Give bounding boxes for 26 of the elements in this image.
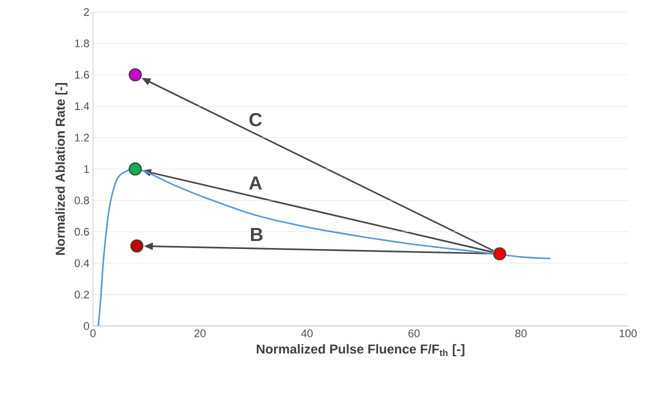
y-tick-label: 1.6 [75, 70, 89, 79]
x-tick-label: 100 [620, 330, 637, 338]
y-tick-label: 1.4 [75, 102, 90, 110]
y-tick-label: 0.2 [74, 290, 89, 298]
y-tick-label: 0.8 [74, 196, 89, 204]
y-tick-label: 1.2 [75, 134, 89, 142]
point [128, 162, 142, 176]
y-tick-label: 2 [84, 8, 89, 16]
x-tick-label: 80 [515, 330, 527, 338]
y-tick-label: 0.4 [74, 259, 90, 268]
annotation: C [249, 112, 262, 126]
x-tick-label: 60 [408, 330, 420, 338]
x-axis-title: Normalized Pulse Fluence F/F$_{th}$ [-] [256, 344, 464, 356]
y-tick-label: 0 [84, 322, 90, 330]
y-tick-label: 1 [84, 165, 89, 173]
y-axis-title: Normalized Ablation Rate [-] [55, 83, 68, 255]
point [128, 68, 142, 82]
y-tick-label: 1.8 [75, 40, 89, 48]
annotation: B [251, 228, 263, 242]
point [493, 247, 506, 260]
annotation: A [249, 176, 262, 190]
y-tick-label: 0.6 [74, 228, 89, 236]
x-tick-label: 40 [301, 330, 313, 338]
x-tick-label: 0 [90, 330, 96, 338]
point [130, 239, 144, 253]
x-tick-label: 20 [194, 330, 206, 338]
